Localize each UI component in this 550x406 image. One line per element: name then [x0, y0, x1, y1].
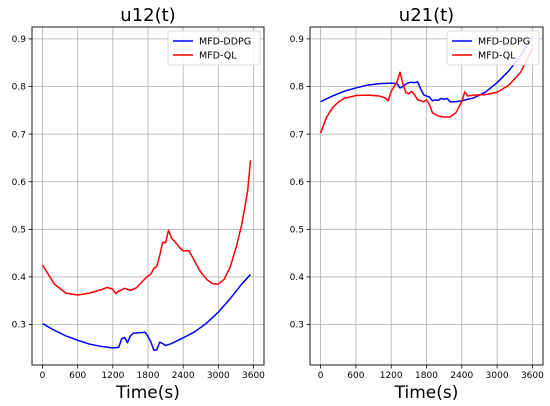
- x-tick-label: 3600: [242, 371, 265, 381]
- legend-label: MFD-QL: [478, 51, 516, 62]
- series-line-mfd-ql: [319, 48, 534, 134]
- x-tick-label: 0: [40, 371, 46, 381]
- y-tick-label: 0.6: [290, 178, 305, 188]
- y-tick-label: 0.8: [290, 83, 305, 93]
- x-tick-label: 1800: [415, 371, 438, 381]
- series-line-mfd-ql: [41, 160, 252, 296]
- y-tick-label: 0.5: [12, 226, 26, 236]
- y-tick-label: 0.7: [290, 130, 304, 140]
- x-tick-label: 600: [69, 371, 86, 381]
- legend-label: MFD-QL: [199, 51, 237, 62]
- series-line-mfd-ddpg: [320, 36, 534, 103]
- y-tick-label: 0.9: [12, 35, 27, 45]
- y-tick-label: 0.5: [290, 226, 304, 236]
- x-axis-label: Time(s): [394, 383, 459, 403]
- legend-label: MFD-DDPG: [199, 37, 251, 48]
- x-tick-label: 600: [347, 371, 364, 381]
- legend-box: [167, 30, 261, 66]
- x-tick-label: 2400: [172, 371, 195, 381]
- x-tick-label: 1200: [380, 371, 403, 381]
- legend-label: MFD-DDPG: [478, 37, 530, 48]
- y-tick-label: 0.9: [290, 35, 305, 45]
- y-tick-label: 0.4: [12, 273, 27, 283]
- x-tick-label: 3000: [207, 371, 230, 381]
- y-tick-label: 0.3: [290, 321, 304, 331]
- x-tick-label: 3000: [486, 371, 509, 381]
- series-line-mfd-ddpg: [42, 274, 252, 351]
- subplot-u12: 0 600 1200 1800 2400 3000 3600 0.3 0.4 0.5 0.6 0.7 0…: [12, 5, 266, 403]
- x-tick-label: 1200: [101, 371, 124, 381]
- x-tick-label: 2400: [450, 371, 473, 381]
- chart-title: u21(t): [399, 5, 454, 26]
- legend: MFD-DDPG MFD-QL: [167, 30, 261, 66]
- x-axis-label: Time(s): [115, 383, 180, 403]
- legend-box: [446, 30, 540, 66]
- y-tick-label: 0.4: [290, 273, 305, 283]
- y-tick-label: 0.3: [12, 321, 26, 331]
- y-tick-label: 0.8: [12, 83, 27, 93]
- y-tick-label: 0.6: [12, 178, 27, 188]
- x-tick-label: 3600: [521, 371, 544, 381]
- x-tick-label: 1800: [137, 371, 160, 381]
- x-tick-label: 0: [318, 371, 324, 381]
- legend: MFD-DDPG MFD-QL: [446, 30, 540, 66]
- y-tick-label: 0.7: [12, 130, 26, 140]
- subplot-u21: 0 600 1200 1800 2400 3000 3600 0.3 0.4 0.5 0.6 0.7 0…: [290, 5, 544, 403]
- chart-title: u12(t): [120, 5, 175, 26]
